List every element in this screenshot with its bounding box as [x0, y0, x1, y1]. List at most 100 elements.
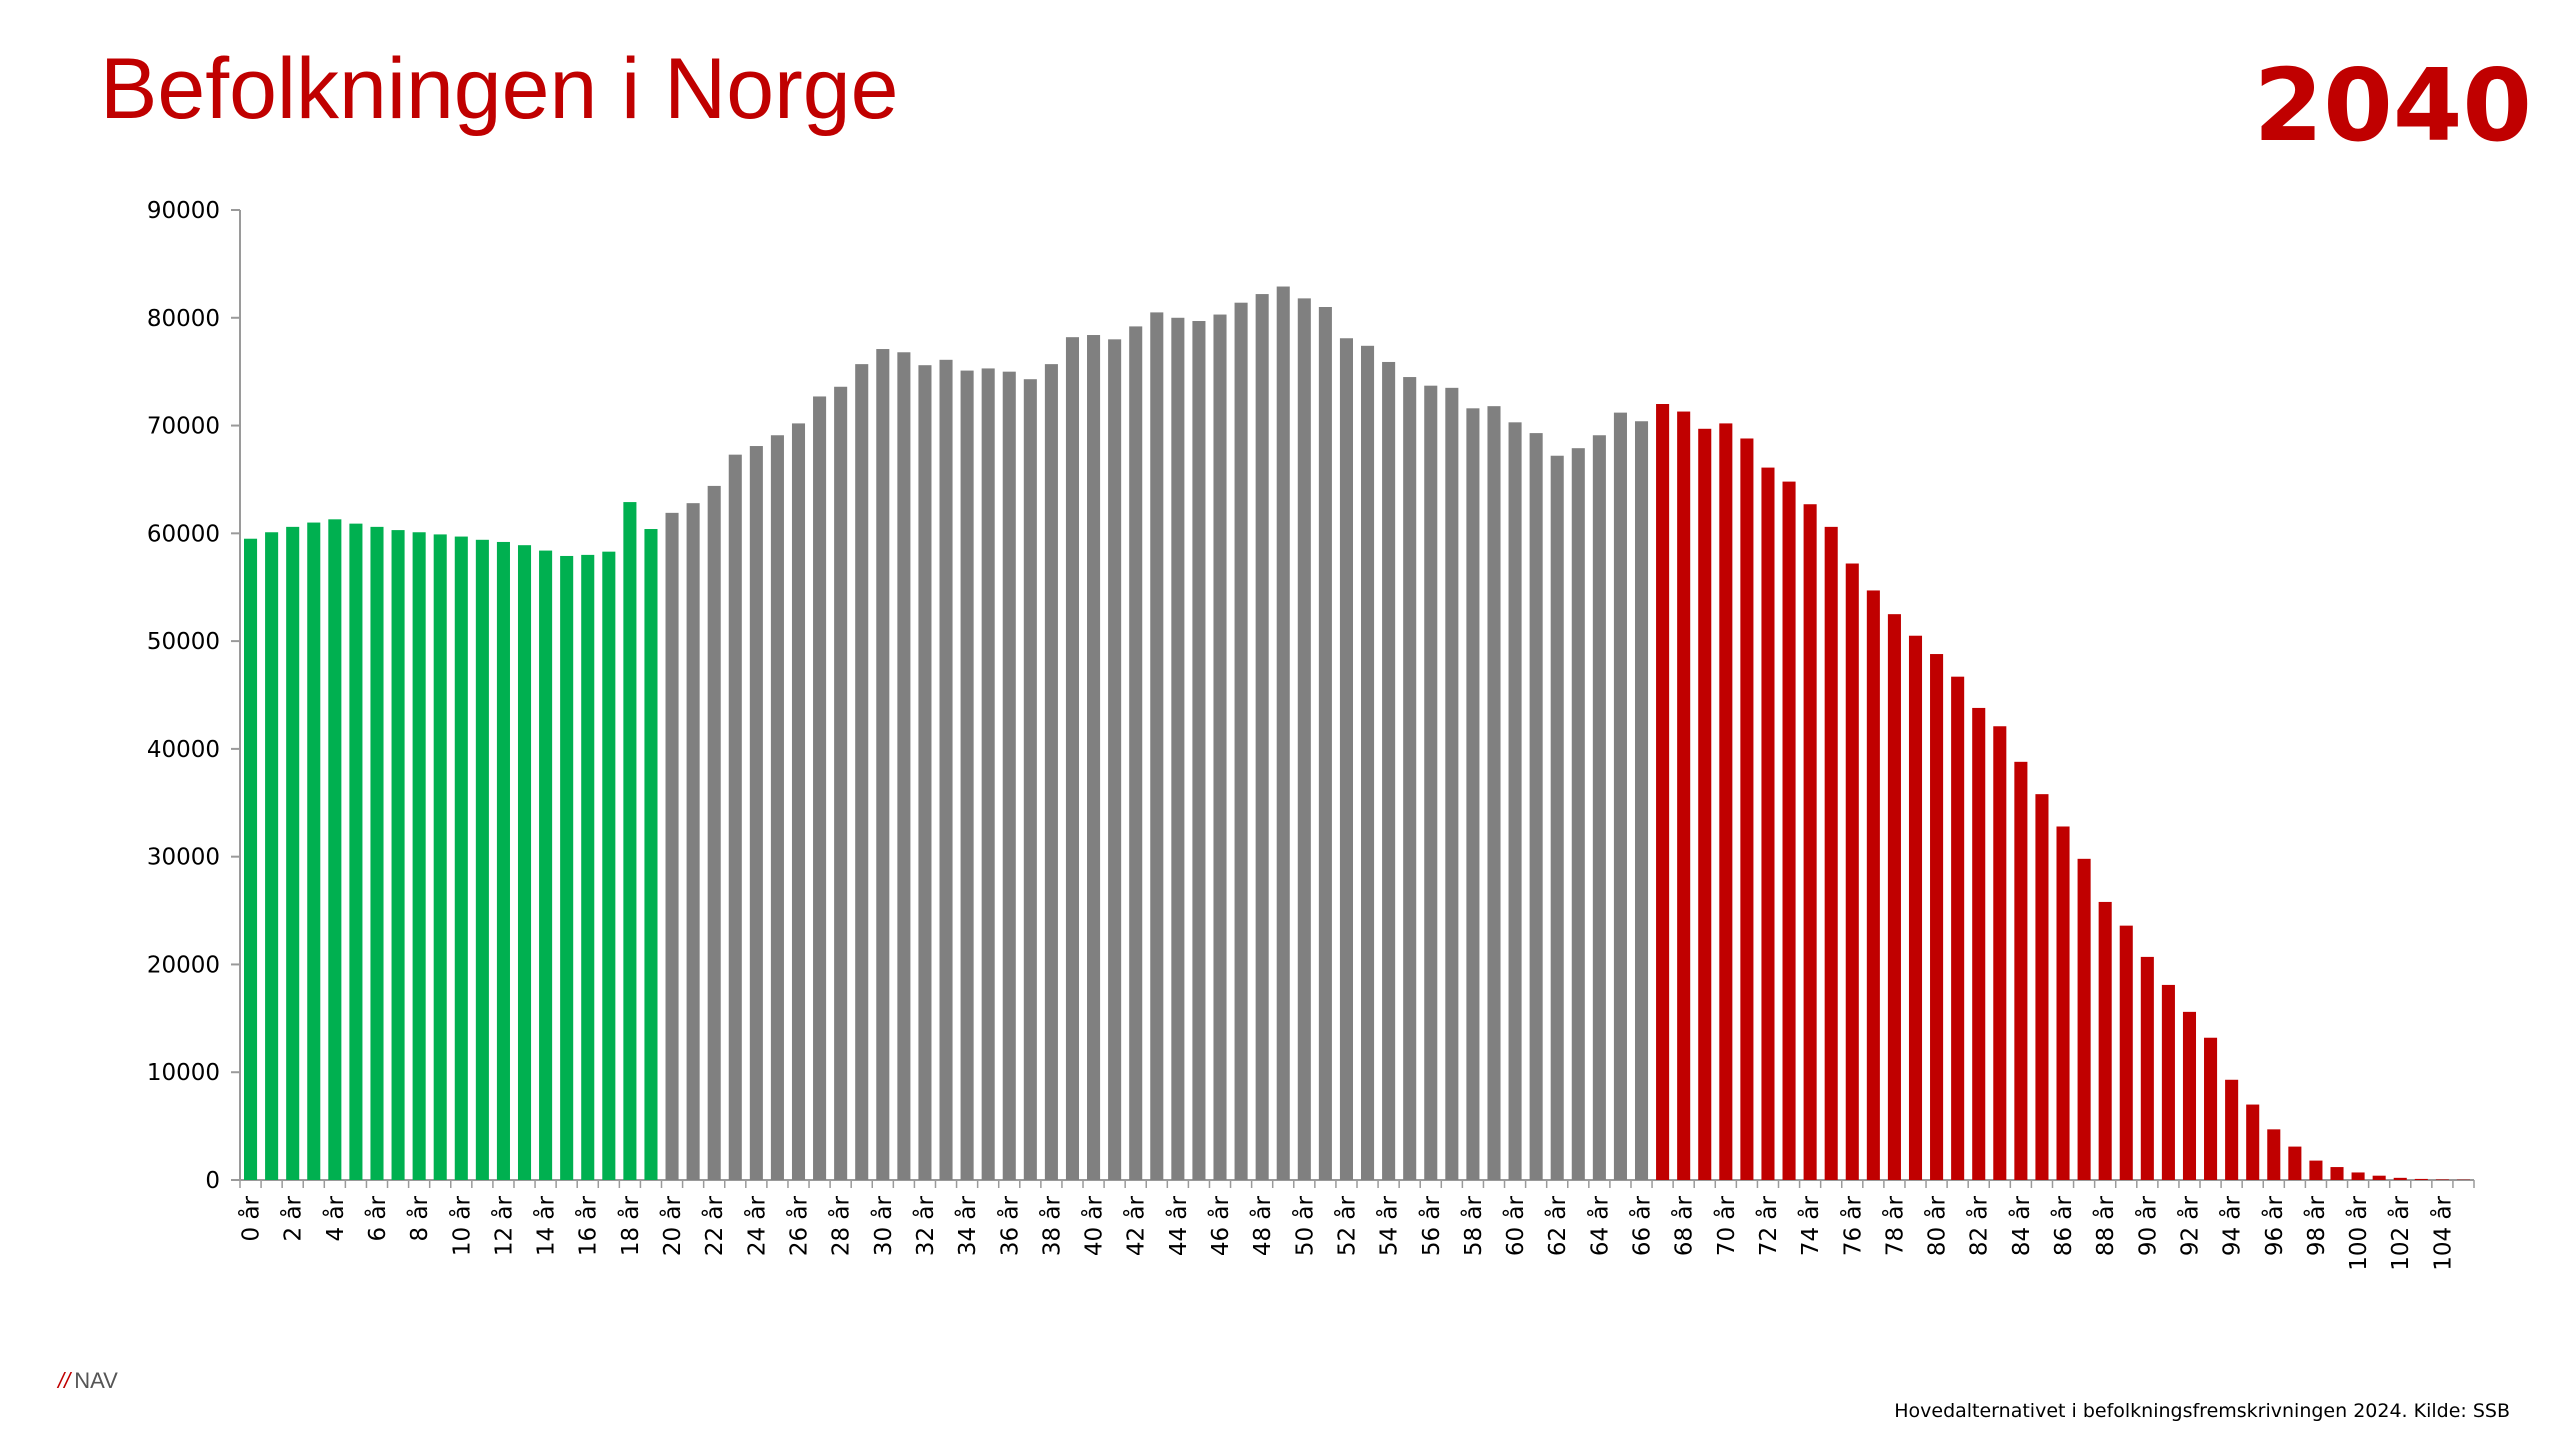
- x-tick-label: 98 år: [2302, 1195, 2330, 1256]
- bar: [1656, 404, 1670, 1180]
- bar: [1171, 317, 1185, 1180]
- x-tick-label: 12 år: [489, 1195, 517, 1256]
- bar: [1761, 467, 1775, 1181]
- bar: [728, 454, 742, 1181]
- nav-logo: //NAV: [58, 1368, 118, 1394]
- bar: [1634, 421, 1649, 1180]
- year-label: 2040: [2253, 47, 2532, 164]
- bar: [2330, 1167, 2344, 1180]
- bar: [749, 446, 763, 1180]
- x-tick-label: 8 år: [405, 1195, 433, 1241]
- bar: [1487, 406, 1501, 1181]
- bar: [1044, 364, 1058, 1181]
- bar: [1698, 428, 1712, 1180]
- x-tick-label: 30 år: [869, 1195, 897, 1256]
- bar: [349, 523, 363, 1180]
- bar: [1824, 526, 1838, 1180]
- bar: [1529, 433, 1543, 1181]
- bar: [897, 352, 911, 1180]
- x-tick-label: 10 år: [447, 1195, 475, 1256]
- bar: [2140, 956, 2154, 1180]
- bar: [1255, 294, 1269, 1181]
- y-tick-label: 10000: [147, 1060, 220, 1086]
- bar: [2014, 761, 2028, 1180]
- y-tick-label: 50000: [147, 629, 220, 655]
- bar: [644, 529, 658, 1180]
- x-tick-label: 100 år: [2344, 1195, 2372, 1270]
- bar: [1930, 654, 1944, 1180]
- nav-logo-text: NAV: [74, 1368, 118, 1393]
- bar: [2414, 1178, 2428, 1180]
- bar: [1276, 286, 1290, 1180]
- bar: [623, 502, 637, 1181]
- y-tick-label: 0: [205, 1168, 220, 1194]
- x-tick-label: 14 år: [532, 1195, 560, 1256]
- bar: [665, 512, 679, 1180]
- bar: [2182, 1011, 2197, 1180]
- bar: [370, 526, 384, 1180]
- bar: [1908, 635, 1923, 1180]
- bar: [2225, 1079, 2239, 1180]
- x-tick-label: 52 år: [1332, 1195, 1360, 1256]
- bar: [2351, 1172, 2365, 1180]
- bar: [1108, 339, 1122, 1180]
- x-tick-label: 104 år: [2428, 1195, 2456, 1270]
- bar: [791, 423, 806, 1180]
- bar: [918, 365, 932, 1180]
- bar: [433, 534, 447, 1180]
- bar: [1466, 408, 1480, 1180]
- bar: [1318, 307, 1332, 1180]
- bar: [1592, 435, 1606, 1180]
- x-tick-label: 20 år: [658, 1195, 686, 1256]
- bar: [1361, 345, 1375, 1180]
- x-tick-label: 60 år: [1501, 1195, 1529, 1256]
- x-tick-label: 58 år: [1459, 1195, 1487, 1256]
- bar: [1403, 377, 1417, 1180]
- x-tick-label: 16 år: [574, 1195, 602, 1256]
- bar: [1803, 504, 1817, 1180]
- x-tick-label: 90 år: [2133, 1195, 2161, 1256]
- bar: [602, 551, 616, 1180]
- x-tick-label: 50 år: [1290, 1195, 1318, 1256]
- bar: [2309, 1160, 2323, 1180]
- x-tick-label: 28 år: [827, 1195, 855, 1256]
- x-tick-label: 26 år: [785, 1195, 813, 1256]
- x-tick-label: 18 år: [616, 1195, 644, 1256]
- bar: [1382, 361, 1396, 1180]
- bar: [960, 370, 974, 1181]
- bar: [2267, 1129, 2281, 1180]
- bar: [1129, 326, 1143, 1180]
- bar: [560, 555, 574, 1180]
- x-tick-label: 2 år: [279, 1195, 307, 1241]
- bar: [2372, 1175, 2386, 1180]
- x-tick-label: 6 år: [363, 1195, 391, 1241]
- x-tick-label: 88 år: [2091, 1195, 2119, 1256]
- bar: [2098, 901, 2112, 1180]
- x-tick-label: 70 år: [1712, 1195, 1740, 1256]
- bar: [475, 539, 489, 1180]
- bar: [1002, 371, 1016, 1181]
- bar: [1740, 438, 1754, 1180]
- x-tick-label: 62 år: [1543, 1195, 1571, 1256]
- bar: [834, 386, 848, 1180]
- bar: [1087, 335, 1101, 1180]
- x-tick-label: 24 år: [742, 1195, 770, 1256]
- x-tick-label: 32 år: [911, 1195, 939, 1256]
- bar: [813, 396, 827, 1180]
- nav-logo-slashes: //: [58, 1368, 71, 1393]
- x-tick-label: 72 år: [1754, 1195, 1782, 1256]
- bar: [2435, 1179, 2449, 1180]
- y-tick-label: 90000: [147, 198, 220, 224]
- bar: [265, 532, 279, 1180]
- bar: [1508, 422, 1522, 1180]
- bar: [1550, 455, 1564, 1180]
- bar: [328, 519, 342, 1180]
- y-tick-label: 20000: [147, 952, 220, 978]
- x-tick-label: 102 år: [2386, 1195, 2414, 1270]
- bar: [1424, 385, 1438, 1181]
- bar: [1234, 302, 1248, 1180]
- bar: [981, 368, 995, 1180]
- bar: [1023, 379, 1037, 1180]
- bar: [707, 485, 721, 1180]
- bar: [876, 349, 890, 1180]
